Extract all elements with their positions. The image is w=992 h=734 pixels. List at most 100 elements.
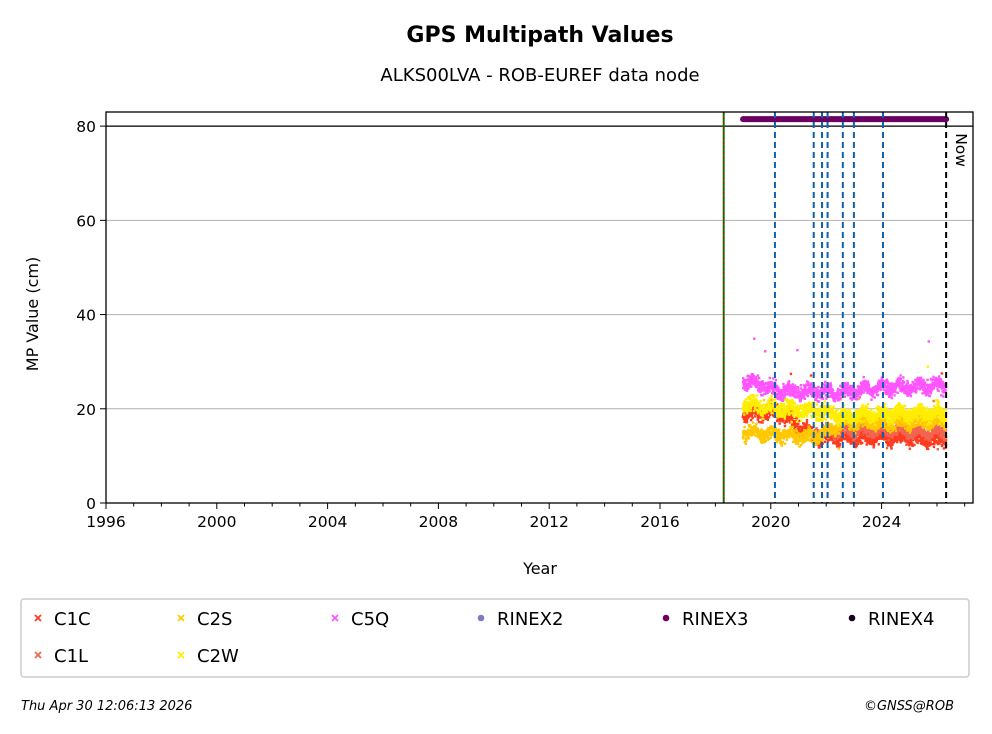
data-point (791, 404, 794, 408)
data-point (938, 418, 941, 422)
data-point (893, 418, 896, 422)
data-point (785, 404, 789, 407)
data-point (824, 425, 828, 428)
data-point (828, 433, 831, 437)
data-point (859, 440, 862, 443)
data-point (780, 432, 784, 435)
data-point (940, 413, 943, 417)
data-point (763, 436, 767, 439)
data-point (921, 436, 924, 439)
data-point (872, 440, 875, 443)
outlier-point (936, 448, 939, 451)
data-point (834, 431, 837, 435)
data-point (872, 436, 876, 439)
data-point (901, 423, 905, 426)
data-point (793, 415, 796, 419)
data-point (895, 428, 899, 431)
data-point (749, 383, 752, 386)
data-point (746, 378, 750, 382)
data-point (787, 430, 790, 434)
data-point (824, 405, 827, 408)
data-point (827, 438, 830, 442)
data-point (781, 408, 785, 412)
data-point (868, 414, 871, 418)
data-point (908, 447, 912, 450)
data-point (916, 431, 919, 434)
data-point (857, 413, 861, 417)
data-point (861, 403, 864, 407)
data-point (771, 398, 775, 402)
data-point (927, 426, 931, 429)
data-point (941, 432, 944, 436)
data-point (822, 417, 825, 420)
data-point (810, 429, 813, 432)
data-point (891, 424, 894, 428)
data-point (833, 410, 836, 414)
chart-title: GPS Multipath Values (406, 23, 673, 48)
data-point (776, 405, 779, 409)
data-point (792, 429, 795, 432)
data-point (761, 421, 764, 424)
data-point (747, 415, 751, 418)
data-point (749, 397, 753, 400)
data-point (819, 433, 822, 436)
data-point (850, 431, 853, 434)
data-point (892, 413, 896, 416)
data-point (865, 407, 868, 411)
data-point (901, 432, 905, 435)
data-point (761, 394, 764, 397)
data-point (890, 433, 894, 437)
data-point (842, 428, 845, 432)
data-point (832, 441, 836, 445)
data-point (915, 424, 918, 427)
data-point (904, 409, 907, 413)
data-point (853, 422, 857, 425)
data-point (928, 439, 931, 442)
data-point (886, 414, 890, 418)
data-point (871, 442, 874, 446)
data-point (896, 412, 899, 415)
data-point (807, 425, 810, 428)
data-point (831, 439, 834, 442)
data-point (895, 435, 899, 438)
data-point (907, 408, 910, 411)
data-point (913, 416, 916, 419)
data-point (829, 405, 832, 408)
data-point (789, 399, 792, 403)
data-point (797, 422, 800, 425)
data-point (765, 381, 768, 385)
data-point (837, 432, 841, 435)
data-point (744, 432, 747, 436)
data-point (934, 434, 937, 438)
data-point (869, 423, 872, 426)
data-point (774, 438, 778, 441)
data-point (874, 440, 878, 444)
data-point (898, 431, 901, 434)
data-point (942, 447, 946, 450)
data-point (839, 414, 843, 417)
data-point (944, 418, 947, 422)
data-point (938, 442, 941, 445)
data-point (759, 409, 762, 413)
data-point (912, 414, 915, 417)
data-point (754, 381, 757, 384)
data-point (772, 429, 775, 433)
data-point (817, 433, 820, 437)
data-point (931, 438, 934, 442)
data-point (882, 410, 885, 413)
data-point (894, 429, 898, 433)
data-point (761, 380, 764, 383)
data-point (795, 423, 799, 426)
data-point (922, 406, 925, 409)
data-point (885, 407, 889, 411)
data-point (926, 428, 929, 431)
data-point (898, 437, 902, 441)
data-point (840, 435, 843, 438)
data-point (885, 432, 888, 435)
data-point (930, 407, 934, 411)
data-point (818, 440, 821, 444)
data-point (898, 411, 902, 414)
data-point (767, 416, 771, 419)
data-point (813, 430, 816, 433)
data-point (802, 412, 805, 415)
